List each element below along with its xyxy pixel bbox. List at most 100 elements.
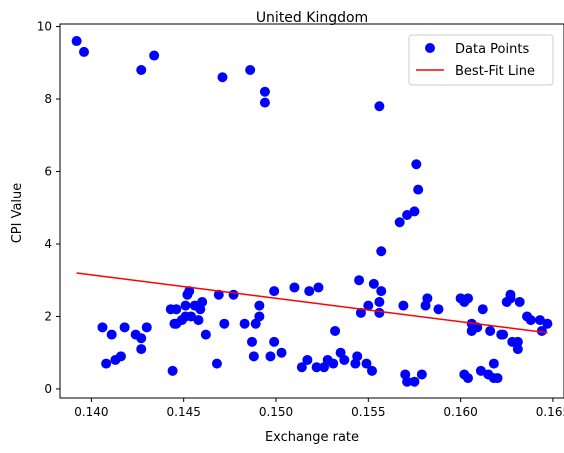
data-point [180, 300, 191, 311]
data-point [211, 358, 222, 369]
data-point [193, 315, 204, 326]
data-point [101, 358, 112, 369]
data-point [259, 86, 270, 97]
data-point [276, 347, 287, 358]
data-point [184, 286, 195, 297]
legend-label-best-fit-line: Best-Fit Line [455, 64, 535, 79]
data-point [402, 376, 413, 387]
data-point [217, 72, 228, 83]
data-point [200, 329, 211, 340]
data-point [542, 318, 553, 329]
y-tick-label: 6 [44, 164, 52, 178]
data-point [394, 217, 405, 228]
data-point [374, 307, 385, 318]
data-point [413, 184, 424, 195]
data-point [197, 296, 208, 307]
y-axis: 0 2 4 6 8 10 [37, 20, 60, 396]
data-point [136, 65, 147, 76]
data-point [525, 315, 536, 326]
data-point [136, 333, 147, 344]
data-point [433, 304, 444, 315]
data-point [505, 293, 516, 304]
data-point [352, 351, 363, 362]
data-point [488, 358, 499, 369]
data-point [302, 354, 313, 365]
data-point [463, 373, 473, 384]
data-point [265, 351, 276, 362]
data-point [171, 304, 182, 315]
data-point [245, 65, 256, 76]
data-point [411, 159, 422, 170]
data-point [367, 365, 377, 376]
data-point [219, 318, 230, 329]
data-point [228, 289, 239, 300]
data-point [536, 325, 547, 336]
data-point [311, 362, 322, 373]
data-point [304, 286, 315, 297]
data-point [363, 300, 374, 311]
x-tick-label: 0.155 [351, 405, 385, 419]
legend: Data Points Best-Fit Line [408, 34, 554, 86]
data-point [296, 362, 307, 373]
data-point [475, 365, 486, 376]
data-point [213, 289, 224, 300]
data-point [492, 373, 503, 384]
data-point [422, 293, 433, 304]
x-tick-label: 0.150 [259, 405, 293, 419]
y-tick-label: 8 [44, 92, 52, 106]
data-point [269, 336, 280, 347]
x-tick-label: 0.160 [443, 405, 477, 419]
data-point [97, 322, 108, 333]
data-point [254, 311, 265, 322]
y-tick-label: 4 [44, 237, 52, 251]
data-point [376, 246, 387, 257]
data-point [512, 336, 523, 347]
y-tick-label: 10 [37, 20, 52, 34]
legend-label-data-points: Data Points [455, 42, 529, 57]
data-point [368, 278, 379, 289]
data-point [259, 97, 270, 108]
data-point [330, 325, 341, 336]
data-point [374, 296, 385, 307]
data-point [463, 293, 473, 304]
data-point [136, 344, 147, 355]
data-point [376, 286, 387, 297]
data-point [402, 209, 413, 220]
data-point [514, 296, 525, 307]
x-axis-label: Exchange rate [265, 430, 359, 445]
data-point [313, 282, 324, 293]
data-point [247, 336, 257, 347]
plot-frame [59, 23, 564, 399]
data-point [354, 275, 365, 286]
data-point [141, 322, 152, 333]
data-point [115, 351, 126, 362]
data-point [149, 50, 160, 61]
x-tick-label: 0.165 [536, 405, 564, 419]
data-point [398, 300, 409, 311]
data-point [254, 300, 265, 311]
data-point [119, 322, 130, 333]
data-point [289, 282, 300, 293]
x-tick-label: 0.140 [74, 405, 108, 419]
data-point [339, 354, 350, 365]
data-point [498, 329, 509, 340]
data-point [535, 315, 545, 326]
data-point [485, 325, 496, 336]
y-tick-label: 0 [44, 382, 52, 396]
x-tick-label: 0.145 [167, 405, 201, 419]
data-point [328, 358, 339, 369]
x-axis: 0.140 0.145 0.150 0.155 0.160 0.165 [74, 398, 564, 419]
data-point [409, 376, 420, 387]
data-point [409, 206, 420, 217]
best-fit-line [76, 272, 548, 334]
data-point [106, 329, 117, 340]
data-point [477, 304, 488, 315]
plot-area [71, 36, 553, 387]
data-point [416, 369, 427, 380]
data-point [374, 101, 385, 112]
data-point [248, 351, 259, 362]
data-point [71, 36, 82, 47]
data-point [512, 344, 523, 355]
legend-frame [408, 34, 554, 86]
